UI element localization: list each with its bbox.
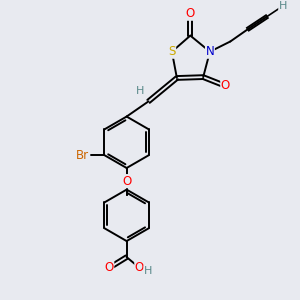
Text: O: O — [122, 175, 131, 188]
Text: H: H — [279, 2, 287, 11]
Text: O: O — [135, 261, 144, 274]
Text: O: O — [104, 261, 114, 274]
Text: H: H — [136, 86, 145, 96]
Text: O: O — [186, 7, 195, 20]
Text: Br: Br — [76, 148, 89, 162]
Text: N: N — [206, 45, 214, 58]
Text: S: S — [168, 45, 175, 58]
Text: O: O — [221, 80, 230, 92]
Text: H: H — [144, 266, 152, 276]
